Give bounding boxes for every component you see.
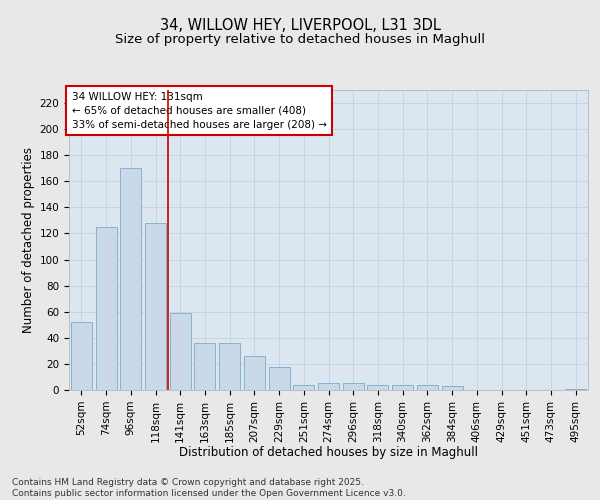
Bar: [71, 322, 92, 390]
Bar: [194, 343, 215, 390]
Bar: [269, 366, 290, 390]
Bar: [244, 356, 265, 390]
X-axis label: Distribution of detached houses by size in Maghull: Distribution of detached houses by size …: [179, 446, 478, 459]
Bar: [343, 384, 364, 390]
Bar: [367, 385, 388, 390]
Text: Size of property relative to detached houses in Maghull: Size of property relative to detached ho…: [115, 32, 485, 46]
Bar: [318, 384, 339, 390]
Text: 34, WILLOW HEY, LIVERPOOL, L31 3DL: 34, WILLOW HEY, LIVERPOOL, L31 3DL: [160, 18, 440, 32]
Bar: [392, 385, 413, 390]
Bar: [219, 343, 240, 390]
Bar: [120, 168, 141, 390]
Text: 34 WILLOW HEY: 131sqm
← 65% of detached houses are smaller (408)
33% of semi-det: 34 WILLOW HEY: 131sqm ← 65% of detached …: [71, 92, 326, 130]
Bar: [565, 388, 586, 390]
Bar: [417, 385, 438, 390]
Bar: [293, 385, 314, 390]
Bar: [145, 223, 166, 390]
Text: Contains HM Land Registry data © Crown copyright and database right 2025.
Contai: Contains HM Land Registry data © Crown c…: [12, 478, 406, 498]
Y-axis label: Number of detached properties: Number of detached properties: [22, 147, 35, 333]
Bar: [442, 386, 463, 390]
Bar: [170, 313, 191, 390]
Bar: [95, 227, 116, 390]
